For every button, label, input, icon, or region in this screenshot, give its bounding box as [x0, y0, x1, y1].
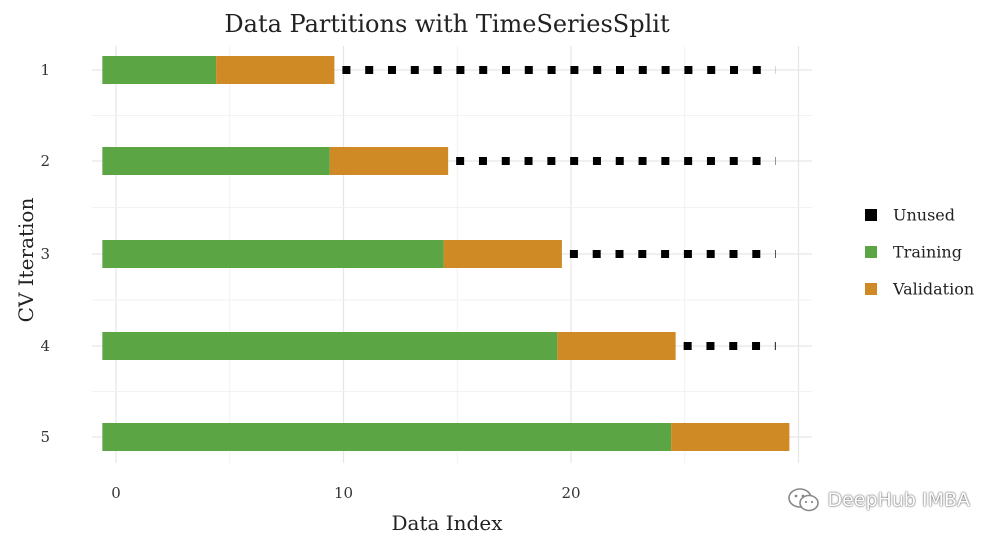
- x-axis-title: Data Index: [392, 511, 504, 535]
- x-tick-labels: 0 10 20: [111, 484, 580, 502]
- y-tick-label: 5: [40, 428, 50, 446]
- validation-bar-5: [671, 423, 790, 451]
- legend-key-training: [865, 246, 877, 258]
- training-bar-1: [102, 56, 217, 84]
- chart-title: Data Partitions with TimeSeriesSplit: [224, 10, 670, 38]
- wechat-icon: [788, 488, 820, 512]
- legend: Unused Training Validation: [865, 206, 974, 299]
- legend-label-validation: Validation: [892, 280, 974, 299]
- watermark: DeepHub IMBA: [787, 484, 970, 516]
- x-tick-label: 10: [334, 484, 353, 502]
- y-tick-label: 4: [40, 337, 50, 355]
- y-axis-title: CV Iteration: [14, 198, 38, 323]
- y-tick-label: 1: [40, 61, 50, 79]
- validation-bar-2: [329, 147, 449, 175]
- x-tick-label: 20: [561, 484, 580, 502]
- validation-bar-1: [216, 56, 335, 84]
- legend-label-unused: Unused: [893, 206, 955, 225]
- training-bar-4: [102, 332, 558, 360]
- y-tick-label: 3: [40, 245, 50, 263]
- y-tick-labels: 1 2 3 4 5: [40, 61, 50, 446]
- validation-bar-4: [557, 332, 676, 360]
- training-bar-2: [102, 147, 330, 175]
- training-bar-5: [102, 423, 672, 451]
- x-tick-label: 0: [111, 484, 121, 502]
- legend-label-training: Training: [893, 243, 962, 262]
- legend-key-validation: [865, 283, 877, 295]
- legend-key-unused: [865, 209, 877, 221]
- validation-bar-3: [443, 240, 562, 268]
- training-bar-3: [102, 240, 444, 268]
- y-tick-label: 2: [40, 152, 50, 170]
- bars: [102, 56, 790, 451]
- watermark-text: DeepHub IMBA: [827, 489, 970, 511]
